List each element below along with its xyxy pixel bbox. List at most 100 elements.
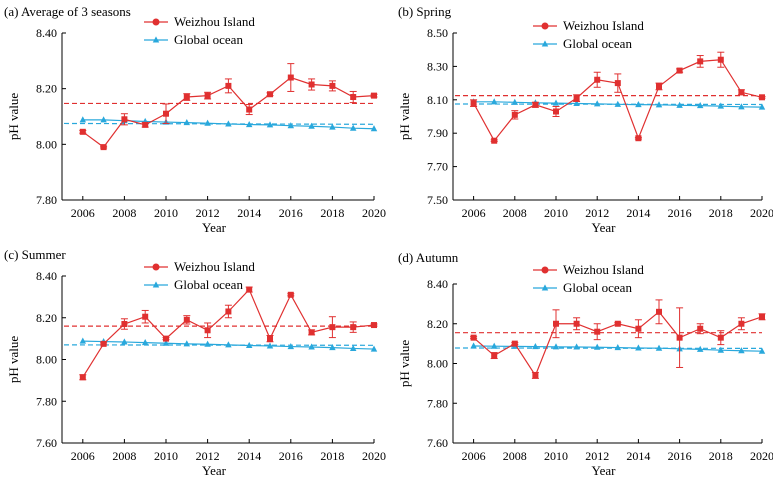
- global-ocean-point: [370, 125, 378, 132]
- x-tick-label: 2016: [668, 449, 692, 463]
- global-ocean-point: [370, 345, 378, 352]
- x-tick-label: 2012: [196, 206, 220, 220]
- legend-weizhou-marker: [541, 266, 549, 274]
- global-ocean-point: [490, 98, 498, 105]
- weizhou-island-point: [246, 286, 253, 293]
- weizhou-island-point: [635, 325, 642, 332]
- legend-weizhou-label: Weizhou Island: [174, 14, 255, 29]
- weizhou-island-point: [100, 144, 107, 151]
- global-ocean-point: [470, 342, 477, 349]
- weizhou-island-point: [225, 308, 232, 315]
- x-tick-label: 2016: [279, 206, 303, 220]
- x-tick-label: 2018: [320, 206, 344, 220]
- weizhou-island-point: [738, 89, 745, 96]
- global-ocean-point: [655, 344, 663, 351]
- weizhou-island-point: [717, 334, 724, 341]
- y-tick-label: 7.80: [36, 193, 57, 207]
- y-tick-label: 7.90: [427, 126, 448, 140]
- global-ocean-point: [204, 340, 211, 347]
- x-tick-label: 2020: [750, 449, 773, 463]
- weizhou-island-point: [329, 324, 336, 331]
- legend-global-marker: [152, 36, 160, 43]
- y-tick-label: 8.40: [36, 26, 57, 40]
- weizhou-island-point: [204, 92, 211, 99]
- global-ocean-point: [204, 119, 211, 126]
- legend: Weizhou Island Global ocean: [144, 259, 255, 292]
- chart-panel-1: (a) Average of 3 seasons 7.80 8.00 8.20 8.40…: [4, 4, 386, 235]
- weizhou-island-point: [697, 325, 704, 332]
- legend-global-marker: [152, 281, 160, 288]
- weizhou-island-point: [656, 83, 662, 90]
- weizhou-island-point: [491, 352, 498, 359]
- global-ocean-point: [245, 120, 253, 128]
- weizhou-island-point: [676, 334, 683, 341]
- weizhou-island-point: [287, 74, 294, 81]
- global-ocean-point: [552, 99, 560, 106]
- weizhou-island-point: [308, 81, 315, 88]
- legend-global-label: Global ocean: [563, 280, 632, 295]
- weizhou-island-point: [553, 108, 559, 115]
- x-tick-label: 2016: [279, 449, 303, 463]
- legend-weizhou-label: Weizhou Island: [563, 18, 644, 33]
- weizhou-island-point: [371, 322, 377, 329]
- legend-global-marker: [541, 284, 549, 291]
- global-ocean-point: [717, 102, 725, 109]
- legend-weizhou-label: Weizhou Island: [174, 259, 255, 274]
- weizhou-island-point: [267, 335, 273, 342]
- x-tick-label: 2016: [668, 206, 692, 220]
- x-tick-label: 2012: [585, 449, 609, 463]
- global-ocean-point: [593, 343, 601, 350]
- weizhou-island-point: [246, 106, 253, 113]
- x-tick-label: 2020: [362, 449, 386, 463]
- legend-weizhou-marker: [152, 263, 160, 271]
- y-axis-label: pH value: [6, 336, 21, 384]
- global-ocean-point: [287, 122, 295, 129]
- chart-panel-2: (b) Spring 7.50 7.70 7.90 8.10 8.30 8.50 2006 20…: [397, 4, 773, 235]
- global-ocean-point: [100, 116, 107, 123]
- weizhou-island-point: [142, 313, 149, 320]
- x-tick-label: 2010: [154, 449, 178, 463]
- x-tick-label: 2012: [585, 206, 609, 220]
- y-axis-label: pH value: [397, 340, 412, 388]
- y-tick-label: 7.80: [427, 396, 448, 410]
- weizhou-island-point: [697, 58, 704, 65]
- weizhou-island-point: [594, 76, 601, 83]
- x-tick-label: 2010: [544, 449, 568, 463]
- global-ocean-point: [245, 341, 253, 349]
- weizhou-island-point: [759, 313, 765, 320]
- x-tick-label: 2008: [503, 449, 527, 463]
- weizhou-island-point: [511, 111, 518, 118]
- legend-weizhou-label: Weizhou Island: [563, 262, 644, 277]
- global-ocean-point: [573, 99, 580, 106]
- global-ocean-point: [308, 343, 315, 350]
- weizhou-island-point: [470, 334, 477, 341]
- weizhou-island-point: [183, 316, 190, 323]
- weizhou-island-line: [473, 59, 763, 142]
- y-tick-label: 7.50: [427, 193, 448, 207]
- y-tick-label: 8.40: [427, 277, 448, 291]
- x-tick-label: 2010: [544, 206, 568, 220]
- weizhou-island-point: [573, 95, 580, 102]
- weizhou-island-point: [163, 110, 169, 117]
- y-tick-label: 8.30: [427, 59, 448, 73]
- x-tick-label: 2006: [71, 206, 95, 220]
- weizhou-island-point: [614, 320, 621, 327]
- weizhou-island-point: [635, 135, 642, 142]
- x-tick-label: 2018: [709, 449, 733, 463]
- legend: Weizhou Island Global ocean: [533, 262, 644, 295]
- global-ocean-point: [758, 347, 766, 354]
- weizhou-island-point: [287, 291, 294, 298]
- y-tick-label: 8.20: [427, 317, 448, 331]
- legend-global-label: Global ocean: [563, 36, 632, 51]
- x-tick-label: 2020: [362, 206, 386, 220]
- global-ocean-point: [225, 341, 232, 348]
- chart-title: (c) Summer: [4, 247, 66, 262]
- x-tick-label: 2006: [462, 206, 486, 220]
- y-tick-label: 8.20: [36, 82, 57, 96]
- x-axis-label: Year: [592, 220, 617, 235]
- x-tick-label: 2006: [462, 449, 486, 463]
- weizhou-island-point: [225, 82, 232, 89]
- y-tick-label: 8.00: [36, 137, 57, 151]
- x-tick-label: 2010: [154, 206, 178, 220]
